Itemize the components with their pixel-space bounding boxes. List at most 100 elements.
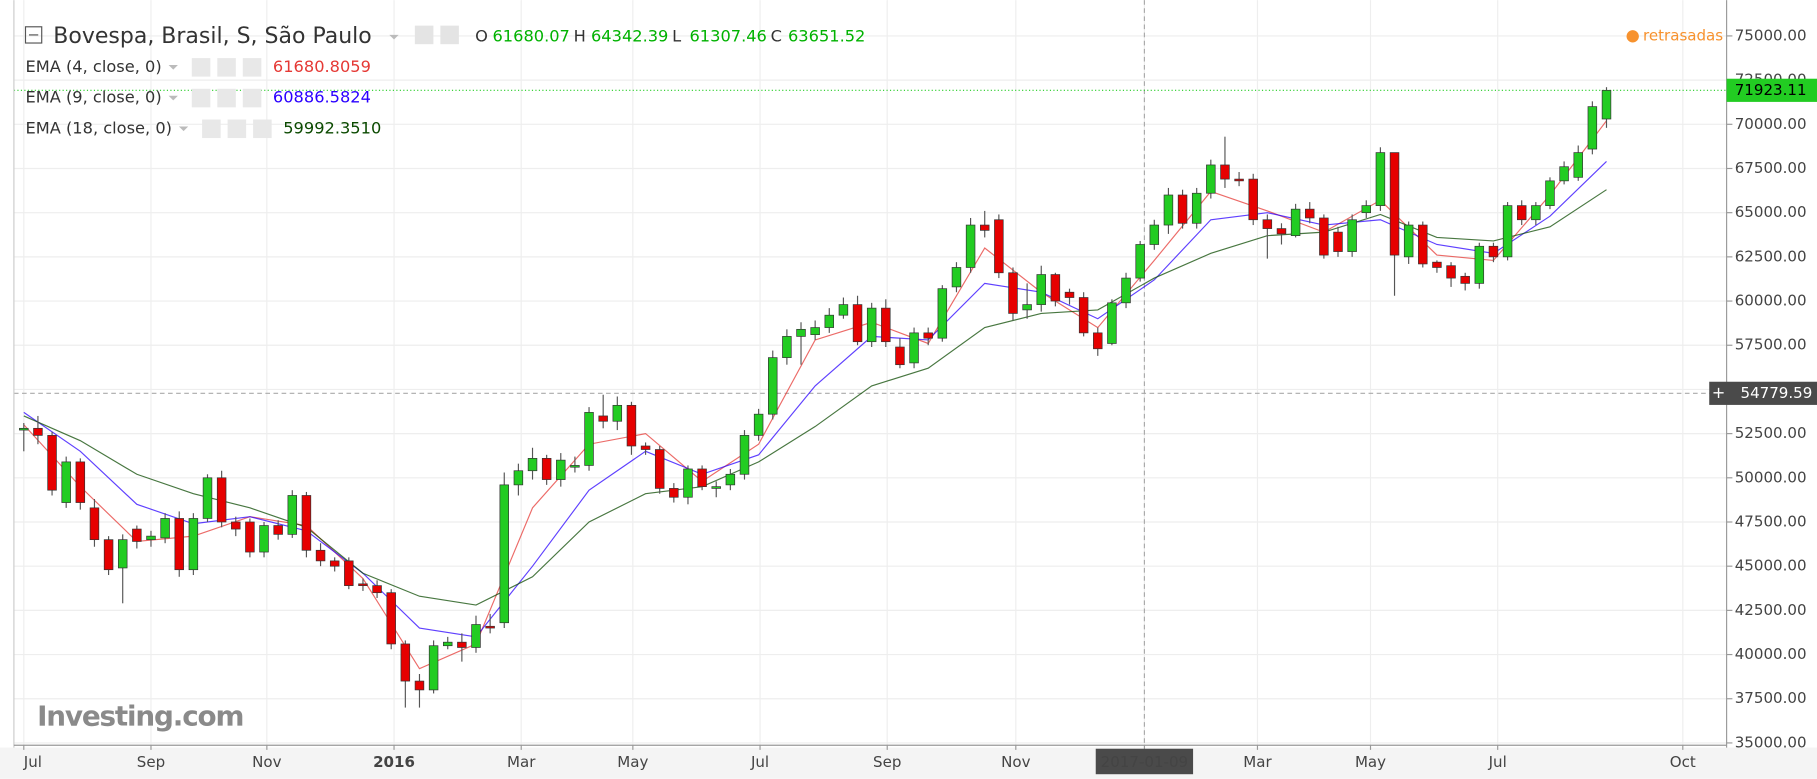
ohlc-value: 63651.52 — [788, 27, 865, 46]
candle-body — [1022, 304, 1032, 311]
y-tick-label: 37500.00 — [1735, 689, 1807, 707]
candle-body — [273, 525, 283, 535]
candle-body — [216, 477, 227, 523]
candle-body — [513, 470, 524, 486]
candle-body — [1107, 302, 1117, 344]
collapse-icon[interactable] — [24, 26, 43, 44]
crosshair-y-label: 54779.59 — [1741, 384, 1813, 402]
candle-body — [1234, 178, 1244, 182]
legend-icon[interactable] — [217, 88, 236, 108]
x-tick-label: Sep — [873, 753, 901, 771]
candle-body — [1206, 164, 1216, 194]
candle-body — [654, 449, 665, 489]
legend-icon[interactable] — [242, 88, 262, 108]
candle-body — [146, 535, 156, 541]
y-tick-label: 62500.00 — [1735, 247, 1807, 265]
legend-value: 59992.3510 — [283, 118, 381, 137]
candle-body — [640, 445, 651, 450]
legend-icon[interactable] — [227, 119, 247, 139]
legend-name: EMA (9, close, 0) — [25, 88, 161, 107]
legend-dropdown[interactable] — [168, 95, 178, 101]
legend-icon[interactable] — [242, 58, 262, 77]
candle-body — [895, 346, 905, 366]
candle-body — [1488, 245, 1499, 258]
candle-body — [1135, 244, 1145, 279]
candle-body — [1361, 205, 1371, 214]
candle-body — [711, 486, 721, 489]
candle-body — [160, 518, 170, 539]
logo: Investing.com — [37, 699, 243, 732]
ohlc-label: H — [574, 27, 586, 46]
legend-name: EMA (4, close, 0) — [25, 57, 161, 76]
legend-icon[interactable] — [202, 119, 221, 139]
candle-body — [1078, 297, 1089, 334]
x-tick-label: 2017-01-09 — [1101, 753, 1188, 771]
candle-body — [1093, 332, 1103, 350]
candle-body — [909, 332, 919, 364]
candle-body — [697, 468, 707, 487]
candle-body — [838, 304, 849, 316]
candle-body — [570, 465, 580, 468]
candle-body — [1446, 265, 1456, 279]
settings-icon[interactable] — [440, 25, 459, 45]
candle-body — [1290, 208, 1301, 237]
candle-body — [626, 404, 637, 447]
x-tick-label: Jul — [750, 753, 769, 771]
candle-body — [1516, 205, 1527, 221]
x-tick-label: Oct — [1670, 753, 1696, 771]
candle-body — [89, 507, 100, 541]
last-price-label: 71923.11 — [1735, 81, 1807, 99]
candle-body — [1432, 261, 1442, 268]
legend-dropdown[interactable] — [168, 65, 178, 70]
candle-body — [1191, 192, 1202, 224]
x-tick-label: Nov — [1001, 753, 1030, 771]
candle-body — [1545, 180, 1555, 206]
candle-body — [358, 583, 368, 586]
y-tick-label: 35000.00 — [1735, 733, 1807, 751]
dropdown-arrow[interactable] — [389, 34, 399, 40]
candle-body — [414, 680, 425, 691]
status: retrasadas — [1643, 27, 1723, 45]
candle-body — [75, 461, 86, 503]
x-tick-label: 2016 — [373, 753, 415, 771]
candle-body — [739, 435, 750, 475]
candle-body — [556, 459, 566, 480]
legend-icon[interactable] — [217, 58, 236, 77]
candle-body — [824, 314, 835, 328]
eye-icon[interactable] — [414, 25, 434, 45]
legend-dropdown[interactable] — [178, 126, 189, 132]
candle-body — [1601, 89, 1612, 120]
candle-body — [188, 518, 199, 571]
candle-body — [1262, 219, 1273, 229]
candle-body — [923, 332, 933, 339]
candle-body — [33, 427, 43, 436]
candle-body — [1008, 272, 1018, 314]
candle-body — [1163, 194, 1174, 226]
candle-body — [485, 625, 495, 629]
candle-body — [584, 412, 594, 466]
legend-icon[interactable] — [191, 88, 211, 108]
candle-body — [810, 327, 820, 335]
x-tick-label: May — [1355, 753, 1386, 771]
candle-body — [471, 624, 481, 648]
legend-icon[interactable] — [253, 119, 272, 139]
candle-body — [400, 643, 411, 682]
candle-body — [344, 560, 354, 586]
candle-body — [457, 641, 467, 648]
candle-body — [1050, 274, 1061, 302]
candle-body — [428, 645, 439, 691]
y-tick-label: 57500.00 — [1735, 336, 1807, 354]
x-tick-label: Sep — [137, 753, 165, 771]
candle-body — [231, 521, 241, 530]
y-tick-label: 50000.00 — [1735, 468, 1807, 486]
ohlc-value: 61307.46 — [689, 27, 766, 46]
candle-body — [1460, 275, 1470, 284]
legend-icon[interactable] — [191, 58, 211, 77]
last-price-bg — [1726, 78, 1817, 102]
candle-body — [1064, 291, 1075, 298]
y-tick-label: 47500.00 — [1735, 512, 1807, 530]
candle-body — [753, 413, 764, 436]
candle-body — [1177, 194, 1188, 224]
candle-body — [1573, 152, 1583, 178]
